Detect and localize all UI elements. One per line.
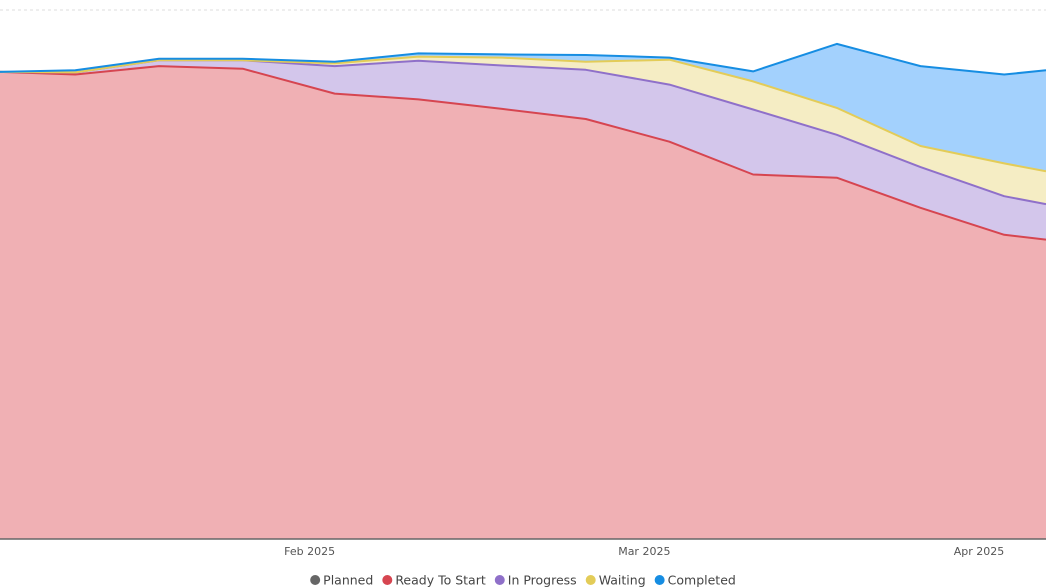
- legend-item-in-progress[interactable]: In Progress: [494, 573, 577, 588]
- legend-label-ready-to-start: Ready To Start: [395, 573, 486, 588]
- x-axis-ticks: Feb 2025 Mar 2025 Apr 2025: [284, 545, 1004, 558]
- legend-marker-completed: [654, 575, 665, 585]
- area-ready-to-start: [0, 66, 1046, 539]
- legend-marker-in-progress: [494, 575, 505, 585]
- line-waiting: [0, 55, 1046, 173]
- legend-item-planned[interactable]: Planned: [310, 573, 373, 588]
- x-tick-label: Apr 2025: [954, 545, 1005, 558]
- area-waiting: [0, 56, 1046, 205]
- x-tick-label: Mar 2025: [618, 545, 670, 558]
- legend-label-in-progress: In Progress: [508, 573, 577, 588]
- legend-item-completed[interactable]: Completed: [654, 573, 736, 588]
- legend-label-waiting: Waiting: [599, 573, 646, 588]
- legend[interactable]: Planned Ready To Start In Progress Waiting C…: [310, 573, 736, 588]
- legend-item-waiting[interactable]: Waiting: [585, 573, 646, 588]
- series-lines: [0, 42, 1046, 241]
- legend-marker-planned: [310, 575, 321, 585]
- line-ready-to-start: [0, 65, 1046, 241]
- series-areas: [0, 43, 1046, 539]
- legend-marker-ready-to-start: [382, 575, 393, 585]
- legend-label-completed: Completed: [668, 573, 736, 588]
- legend-item-ready-to-start[interactable]: Ready To Start: [382, 573, 486, 588]
- legend-label-planned: Planned: [323, 573, 373, 588]
- line-completed: [0, 42, 1046, 76]
- area-completed: [0, 43, 1046, 172]
- legend-marker-waiting: [585, 575, 596, 585]
- area-in-progress: [0, 60, 1046, 240]
- x-tick-label: Feb 2025: [284, 545, 335, 558]
